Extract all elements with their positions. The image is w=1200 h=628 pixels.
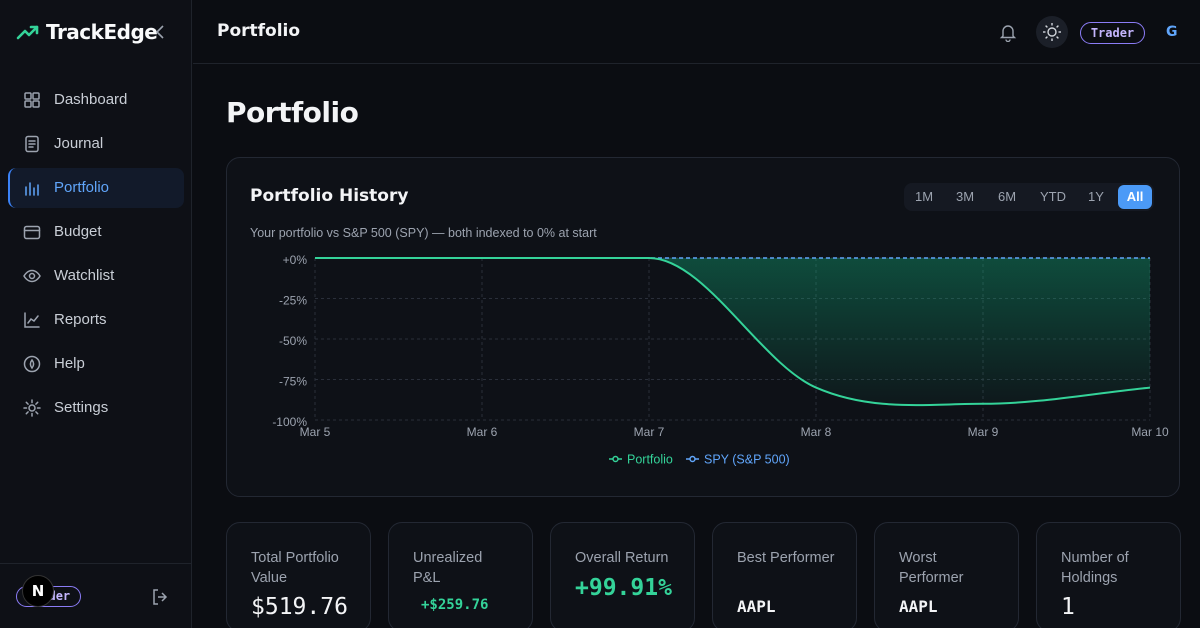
chart-subtitle: Your portfolio vs S&P 500 (SPY) — both i… bbox=[250, 226, 597, 240]
y-tick-label: -100% bbox=[272, 415, 307, 429]
theme-toggle[interactable] bbox=[1036, 16, 1068, 48]
stat-label: Best Performer bbox=[737, 550, 835, 566]
icon bbox=[24, 312, 40, 328]
nav-item[interactable]: Reports bbox=[54, 311, 107, 328]
legend-label: Portfolio bbox=[627, 452, 673, 466]
chart: +0% -25% -50% -75% -100%Mar 5 Mar 6 Mar 7 Mar 8… bbox=[272, 253, 1169, 466]
nav-icon bbox=[22, 134, 42, 154]
nav-icon bbox=[22, 398, 42, 418]
nav-item[interactable]: Journal bbox=[54, 135, 104, 152]
stat-card: Best Performer AAPL bbox=[712, 522, 857, 628]
stat-value: AAPL bbox=[899, 597, 938, 616]
sidebar-divider bbox=[0, 563, 192, 564]
logout-button[interactable] bbox=[151, 588, 169, 606]
stat-value: 1 bbox=[1061, 594, 1075, 620]
x-tick-label: Mar 8 bbox=[801, 425, 832, 439]
range-button[interactable]: 6M bbox=[997, 189, 1017, 204]
icon bbox=[23, 399, 41, 417]
nav-icon bbox=[22, 178, 42, 198]
user-avatar[interactable]: N bbox=[22, 575, 54, 607]
legend-marker bbox=[689, 455, 696, 463]
x-tick-label: Mar 7 bbox=[634, 425, 665, 439]
nav-item[interactable]: Dashboard bbox=[54, 91, 128, 108]
header-title: Portfolio bbox=[217, 21, 301, 41]
icon bbox=[25, 182, 39, 196]
collapse-button[interactable] bbox=[153, 24, 167, 40]
nav-icon bbox=[22, 90, 42, 110]
stat-value: +99.91% bbox=[575, 575, 672, 601]
stat-value: $519.76 bbox=[251, 594, 348, 620]
stat-label: Worst Performer bbox=[899, 550, 964, 586]
stat-label: Overall Return bbox=[575, 550, 669, 566]
brand-name: TrackEdge bbox=[46, 20, 158, 44]
stat-label: Number of Holdings bbox=[1061, 550, 1129, 586]
icon bbox=[23, 355, 41, 373]
x-tick-label: Mar 9 bbox=[968, 425, 999, 439]
page-title: Portfolio bbox=[226, 96, 359, 129]
sidebar bbox=[0, 0, 192, 628]
icon bbox=[23, 269, 41, 283]
y-tick-label: +0% bbox=[283, 253, 308, 267]
range-selector bbox=[904, 183, 1154, 211]
nav-icon bbox=[22, 222, 42, 242]
nav-item[interactable]: Portfolio bbox=[54, 179, 110, 196]
logo-icon bbox=[16, 25, 39, 40]
legend-marker bbox=[612, 455, 619, 463]
stat-card: Worst Performer AAPL bbox=[874, 522, 1019, 628]
notifications-button[interactable] bbox=[998, 22, 1018, 42]
nav-item[interactable]: Budget bbox=[54, 223, 102, 240]
header-role-badge: Trader bbox=[1080, 22, 1145, 44]
icon bbox=[25, 135, 39, 153]
stat-value: +$259.76 bbox=[421, 597, 489, 613]
nav-item[interactable]: Watchlist bbox=[54, 267, 115, 284]
nav-item[interactable]: Help bbox=[54, 355, 85, 372]
stat-card: Unrealized P&L +$259.76 bbox=[388, 522, 533, 628]
series-line bbox=[314, 257, 1151, 407]
chart-title: Portfolio History bbox=[250, 186, 409, 206]
x-tick-label: Mar 10 bbox=[1131, 425, 1169, 439]
stat-label: Unrealized P&L bbox=[413, 550, 483, 586]
y-tick-label: -50% bbox=[279, 334, 307, 348]
x-tick-label: Mar 5 bbox=[300, 425, 331, 439]
icon bbox=[23, 225, 41, 240]
range-button[interactable]: 3M bbox=[955, 189, 975, 204]
stat-label: Total Portfolio Value bbox=[251, 550, 339, 586]
x-tick-label: Mar 6 bbox=[467, 425, 498, 439]
range-button[interactable]: All bbox=[1118, 185, 1152, 209]
stat-card: Total Portfolio Value $519.76 bbox=[226, 522, 371, 628]
stat-card: Overall Return +99.91% bbox=[550, 522, 695, 628]
nav-icon bbox=[22, 354, 42, 374]
nav-item[interactable]: Settings bbox=[54, 399, 109, 416]
legend-label: SPY (S&P 500) bbox=[704, 452, 790, 466]
y-tick-label: -25% bbox=[279, 294, 307, 308]
area-fill bbox=[315, 258, 1150, 406]
range-button[interactable]: 1Y bbox=[1088, 189, 1104, 204]
stat-card: Number of Holdings 1 bbox=[1036, 522, 1181, 628]
range-button[interactable]: 1M bbox=[914, 189, 934, 204]
stat-value: AAPL bbox=[737, 597, 776, 616]
nav-icon bbox=[22, 310, 42, 330]
icon bbox=[24, 92, 40, 108]
y-tick-label: -75% bbox=[279, 375, 307, 389]
range-button[interactable]: YTD bbox=[1040, 189, 1066, 204]
header-avatar[interactable]: G bbox=[1166, 24, 1178, 40]
top-bar bbox=[193, 0, 1200, 64]
nav-icon bbox=[22, 266, 42, 286]
